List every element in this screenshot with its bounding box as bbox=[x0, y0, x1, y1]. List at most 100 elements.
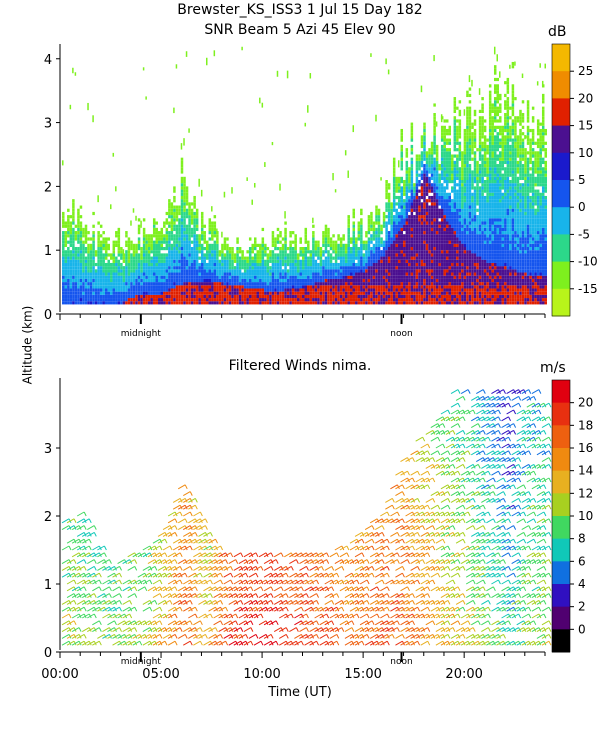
snr-cell bbox=[198, 288, 201, 292]
snr-cell bbox=[304, 266, 308, 270]
snr-cell bbox=[301, 288, 305, 292]
snr-cell bbox=[324, 301, 328, 305]
snr-cell bbox=[183, 221, 186, 225]
snr-cell bbox=[324, 269, 328, 273]
snr-cell bbox=[233, 253, 237, 257]
snr-cell bbox=[216, 275, 219, 279]
snr-cell bbox=[152, 256, 156, 260]
snr-cell bbox=[400, 138, 404, 142]
snr-cell bbox=[423, 224, 426, 228]
snr-cell bbox=[445, 199, 449, 203]
snr-cell bbox=[473, 138, 477, 142]
snr-cell bbox=[183, 247, 186, 251]
snr-cell bbox=[67, 224, 70, 228]
snr-cell bbox=[185, 262, 189, 267]
snr-cell bbox=[382, 240, 386, 244]
snr-cell bbox=[400, 151, 404, 155]
snr-cell bbox=[413, 215, 416, 219]
snr-cell bbox=[367, 221, 371, 225]
snr-cell bbox=[296, 301, 300, 305]
snr-cell bbox=[360, 218, 363, 222]
snr-cell bbox=[438, 262, 441, 267]
snr-cell bbox=[440, 128, 444, 133]
snr-cell bbox=[168, 247, 171, 251]
snr-cell bbox=[456, 208, 459, 212]
snr-cell bbox=[89, 275, 93, 279]
snr-cell bbox=[476, 180, 479, 184]
snr-cell bbox=[413, 275, 416, 279]
snr-cell bbox=[451, 301, 454, 305]
snr-cell bbox=[471, 211, 474, 216]
snr-cell bbox=[284, 243, 287, 247]
snr-cell bbox=[82, 240, 85, 244]
snr-cell bbox=[466, 164, 469, 168]
snr-cell bbox=[99, 298, 103, 302]
snr-cell bbox=[367, 259, 371, 263]
snr-cell bbox=[440, 262, 444, 267]
snr-cell bbox=[349, 272, 353, 276]
snr-cell bbox=[410, 160, 414, 165]
snr-cell bbox=[155, 272, 158, 276]
snr-cell bbox=[309, 282, 313, 286]
snr-cell bbox=[468, 125, 472, 129]
snr-cell bbox=[415, 256, 419, 260]
snr-cell bbox=[97, 256, 100, 260]
snr-cell bbox=[430, 253, 434, 257]
snr-cell bbox=[347, 218, 350, 222]
snr-cell bbox=[380, 275, 383, 279]
snr-cell bbox=[423, 266, 426, 270]
snr-cell bbox=[453, 294, 457, 299]
snr-cell bbox=[145, 250, 148, 254]
snr-cell bbox=[211, 278, 214, 283]
snr-cell bbox=[362, 256, 366, 260]
snr-cell bbox=[117, 294, 121, 299]
snr-cell bbox=[405, 291, 409, 295]
snr-cell bbox=[451, 176, 454, 180]
snr-cell bbox=[231, 256, 234, 260]
snr-cell bbox=[256, 275, 260, 279]
snr-cell bbox=[168, 208, 171, 212]
snr-cell bbox=[147, 247, 151, 251]
snr-cell bbox=[451, 285, 454, 289]
snr-cell bbox=[203, 256, 206, 260]
snr-cell bbox=[211, 275, 214, 279]
snr-cell bbox=[163, 272, 166, 276]
snr-cell bbox=[180, 183, 184, 187]
snr-cell bbox=[198, 272, 201, 276]
snr-cell bbox=[352, 224, 356, 228]
snr-cell bbox=[410, 132, 414, 136]
snr-cell bbox=[395, 237, 398, 241]
snr-cell bbox=[471, 259, 474, 263]
snr-cell bbox=[322, 262, 325, 267]
snr-cell bbox=[213, 247, 217, 251]
snr-cell bbox=[62, 247, 65, 251]
snr-cell bbox=[173, 224, 176, 228]
snr-cell bbox=[397, 291, 401, 295]
snr-cell bbox=[231, 247, 234, 251]
snr-cell bbox=[451, 272, 454, 276]
snr-cell bbox=[466, 173, 469, 177]
snr-cell bbox=[342, 272, 345, 276]
snr-cell bbox=[337, 301, 340, 305]
snr-cell bbox=[382, 221, 386, 225]
snr-cell bbox=[112, 282, 116, 286]
snr-cell bbox=[488, 224, 492, 228]
snr-cell bbox=[185, 275, 189, 279]
snr-cell bbox=[466, 247, 469, 251]
snr-cell bbox=[296, 294, 300, 299]
snr-cell bbox=[443, 262, 446, 267]
snr-cell bbox=[423, 298, 426, 302]
snr-clutter bbox=[380, 177, 382, 181]
snr-cell bbox=[112, 301, 116, 305]
snr-cell bbox=[400, 256, 404, 260]
snr-cell bbox=[117, 240, 121, 244]
snr-cell bbox=[395, 298, 398, 302]
snr-cell bbox=[69, 285, 73, 289]
snr-cell bbox=[322, 291, 325, 295]
snr-cell bbox=[233, 278, 237, 283]
snr-cell bbox=[175, 224, 179, 228]
snr-cell bbox=[342, 250, 345, 254]
snr-cell bbox=[395, 183, 398, 187]
snr-cell bbox=[428, 167, 431, 171]
snr-cell bbox=[97, 240, 100, 244]
